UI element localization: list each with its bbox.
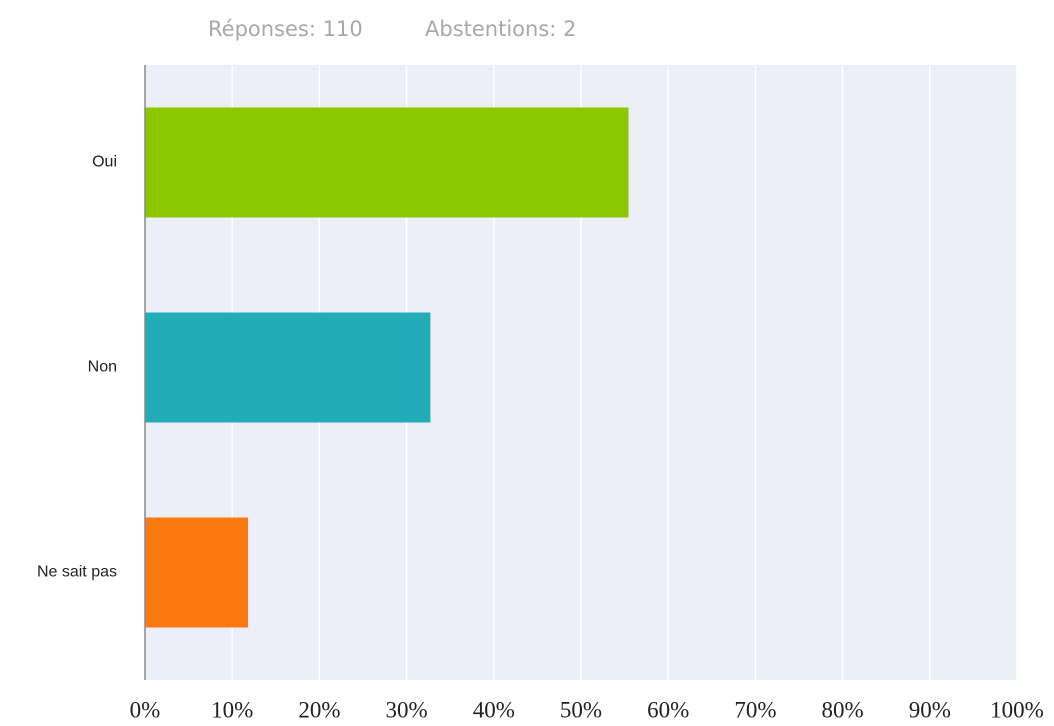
y-tick-label: Ne sait pas <box>37 564 117 581</box>
x-tick-label: 100% <box>990 697 1044 722</box>
bar <box>145 517 249 628</box>
x-tick-label: 70% <box>734 697 776 722</box>
x-tick-label: 30% <box>386 697 428 722</box>
bar <box>145 107 629 218</box>
bar <box>145 312 431 423</box>
annotation: Réponses: 110 <box>208 17 363 41</box>
y-tick-label: Non <box>88 359 117 376</box>
x-tick-label: 80% <box>822 697 864 722</box>
x-tick-label: 90% <box>909 697 951 722</box>
x-tick-label: 10% <box>211 697 253 722</box>
y-tick-label: Oui <box>92 154 117 171</box>
x-tick-label: 40% <box>473 697 515 722</box>
x-tick-label: 50% <box>560 697 602 722</box>
x-tick-label: 60% <box>647 697 689 722</box>
x-tick-label: 20% <box>298 697 340 722</box>
x-tick-label: 0% <box>130 697 161 722</box>
annotation: Abstentions: 2 <box>425 17 576 41</box>
